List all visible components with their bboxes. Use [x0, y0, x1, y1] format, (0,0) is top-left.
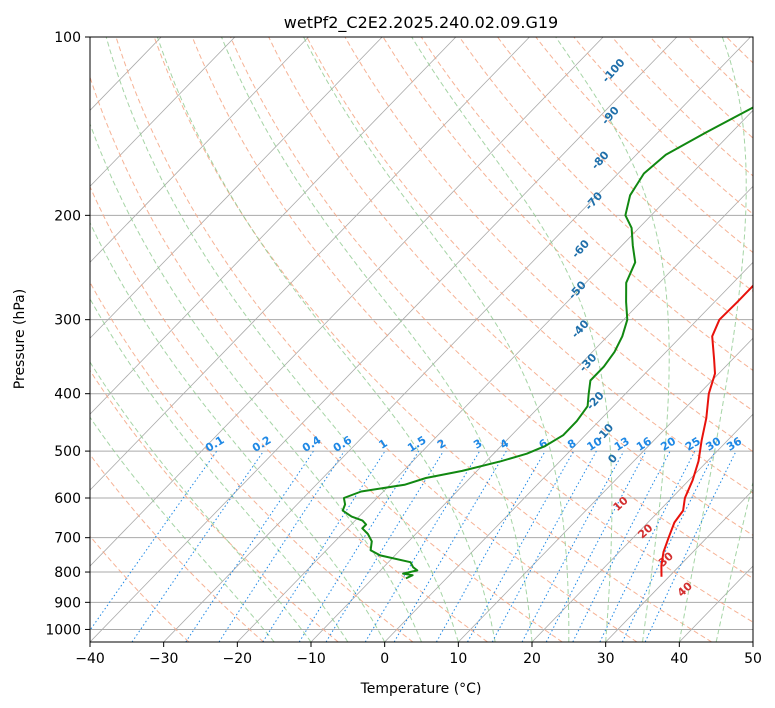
dry-adiabat-line [535, 37, 753, 254]
profile-series [341, 106, 753, 580]
mixing-ratio-line [491, 450, 597, 642]
x-tick-label: −20 [223, 651, 253, 667]
y-tick-label: 700 [54, 531, 81, 547]
dry-adiabat-line [344, 37, 753, 453]
y-tick-label: 400 [54, 387, 81, 403]
x-tick-label: 0 [380, 651, 389, 667]
isotherm-line [458, 337, 753, 642]
mixing-ratio-line [521, 450, 625, 642]
isotherm-line [90, 37, 236, 187]
mixing-ratio-line [218, 450, 345, 642]
moist-adiabat-line [221, 37, 533, 642]
x-tick-label: 10 [449, 651, 467, 667]
moist-adiabat-line [90, 122, 422, 642]
dry-adiabat-line [230, 37, 753, 579]
dewpoint-profile-line [341, 106, 753, 580]
y-tick-label: 300 [54, 313, 81, 329]
dry-adiabat-line [611, 37, 753, 177]
temperature-profile-line [660, 284, 753, 577]
moist-adiabat-line [678, 37, 747, 642]
moist-adiabat-line [90, 361, 312, 642]
moist-adiabat-line [90, 297, 349, 642]
mixing-ratio-line [572, 450, 671, 642]
dry-adiabat-line [191, 37, 753, 623]
y-axis-label: Pressure (hPa) [12, 289, 28, 389]
isotherm-line [605, 489, 753, 642]
isotherm-line [163, 37, 751, 642]
x-axis-ticks: −40 −30 −20 −10 0 10 20 30 40 50 [75, 642, 762, 667]
chart-title: wetPf2_C2E2.2025.240.02.09.G19 [284, 13, 558, 33]
x-tick-label: −10 [296, 651, 326, 667]
y-tick-label: 100 [54, 30, 81, 46]
mixing-ratio-line [131, 450, 265, 642]
moist-adiabat-line [90, 416, 275, 642]
x-tick-label: −40 [75, 651, 105, 667]
isotherm-line [90, 37, 457, 415]
isotherm-line [237, 109, 753, 642]
x-tick-label: 20 [523, 651, 541, 667]
isotherm-line [384, 261, 753, 642]
mixing-ratio-line [467, 450, 575, 642]
dry-adiabat-line [573, 37, 753, 215]
isotherm-line [90, 37, 604, 567]
isotherm-line [531, 413, 753, 642]
dry-adiabat-line [90, 535, 190, 642]
dry-adiabat-line [306, 37, 753, 494]
moist-adiabat-line [90, 221, 386, 642]
y-tick-label: 200 [54, 208, 81, 224]
mixing-ratio-line [325, 450, 444, 642]
moist-adiabat-line [715, 480, 753, 642]
isotherm-line [90, 37, 383, 339]
mixing-ratio-line [90, 450, 218, 632]
y-axis-ticks: 100 200 300 400 500 600 700 800 900 1000 [45, 30, 90, 638]
dry-adiabat-line [115, 37, 638, 642]
isotherm-line [90, 37, 530, 491]
moist-adiabat-line [411, 37, 613, 642]
moist-adiabat-line [105, 37, 459, 642]
y-tick-label: 1000 [45, 622, 81, 638]
y-tick-label: 500 [54, 444, 81, 460]
x-tick-label: 30 [597, 651, 615, 667]
moist-adiabat-line [555, 37, 670, 642]
dry-adiabat-line [420, 37, 753, 372]
background-grid [90, 37, 753, 642]
isotherm-line [90, 37, 309, 263]
dry-adiabat-line [382, 37, 753, 412]
mixing-ratio-line [262, 450, 386, 642]
x-tick-label: 50 [744, 651, 762, 667]
x-axis-label: Temperature (°C) [360, 681, 482, 697]
plot-frame [89, 36, 754, 643]
dry-adiabat-line [90, 75, 563, 642]
moist-adiabat-line [303, 37, 570, 642]
dry-adiabat-line [90, 281, 414, 642]
moist-adiabat-line [156, 37, 496, 642]
dry-adiabat-line [497, 37, 753, 293]
mixing-ratio-line [185, 450, 314, 642]
dry-adiabat-line [90, 185, 488, 642]
dry-adiabat-line [153, 37, 712, 642]
y-tick-label: 900 [54, 595, 81, 611]
mixing-ratio-line [599, 450, 696, 642]
x-tick-label: 40 [670, 651, 688, 667]
x-tick-label: −30 [149, 651, 179, 667]
y-tick-label: 600 [54, 491, 81, 507]
y-tick-label: 800 [54, 565, 81, 581]
